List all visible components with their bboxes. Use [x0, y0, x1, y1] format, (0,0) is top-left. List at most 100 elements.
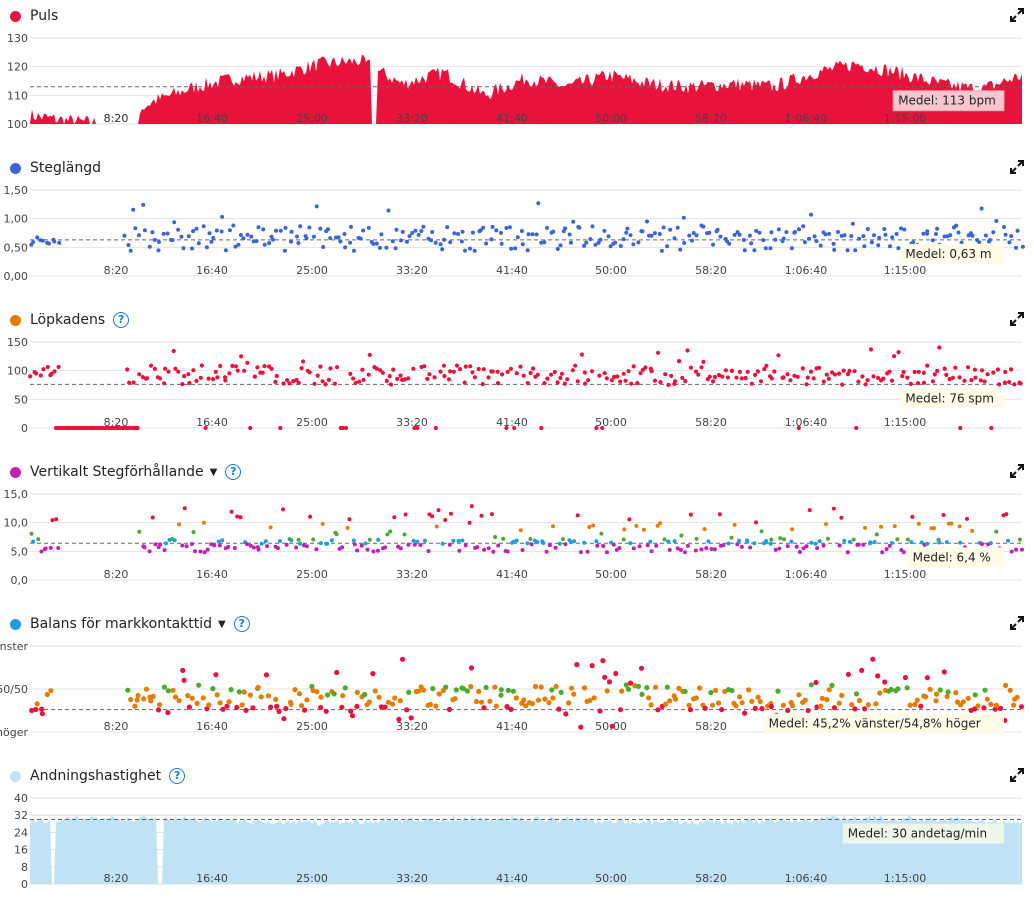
- data-point: [260, 370, 265, 375]
- dropdown-caret-icon[interactable]: ▼: [218, 618, 226, 630]
- data-point: [256, 225, 261, 230]
- data-point: [456, 232, 460, 236]
- data-point: [932, 372, 937, 377]
- data-point: [863, 382, 868, 387]
- data-point: [916, 521, 921, 526]
- help-icon[interactable]: ?: [225, 464, 242, 480]
- data-point: [915, 381, 921, 386]
- data-point: [454, 363, 460, 368]
- data-point: [190, 246, 194, 251]
- data-point: [505, 687, 511, 693]
- expand-icon[interactable]: [1010, 160, 1024, 174]
- data-point: [685, 543, 690, 548]
- data-point: [196, 241, 201, 246]
- data-point: [571, 691, 577, 697]
- data-point: [587, 525, 592, 529]
- data-point: [629, 381, 634, 386]
- data-point: [604, 688, 610, 694]
- data-point: [892, 354, 897, 359]
- data-point: [807, 508, 812, 513]
- help-icon[interactable]: ?: [113, 312, 130, 328]
- data-point: [209, 239, 214, 244]
- data-point: [312, 381, 317, 386]
- data-point: [680, 375, 685, 380]
- data-point: [977, 240, 982, 245]
- expand-icon[interactable]: [1010, 8, 1024, 22]
- data-point: [363, 541, 368, 546]
- data-point: [535, 372, 540, 377]
- data-point: [556, 706, 562, 712]
- data-point: [287, 381, 292, 386]
- data-point: [615, 374, 620, 379]
- data-point: [809, 540, 814, 545]
- data-point: [702, 527, 707, 532]
- data-point: [789, 703, 796, 709]
- data-point: [352, 542, 357, 547]
- data-point: [374, 241, 379, 246]
- panel-header: Vertikalt Stegförhållande ▼ ?: [10, 460, 242, 484]
- data-point: [579, 550, 583, 555]
- data-point: [445, 225, 450, 230]
- data-point: [902, 227, 907, 232]
- expand-icon[interactable]: [1010, 616, 1024, 630]
- data-point: [457, 548, 462, 553]
- data-point: [449, 511, 453, 516]
- expand-icon[interactable]: [1010, 768, 1024, 782]
- data-point: [318, 364, 323, 369]
- data-point: [737, 232, 742, 237]
- data-point: [345, 525, 350, 530]
- data-point: [853, 248, 858, 253]
- data-point: [602, 228, 607, 233]
- data-point: [890, 235, 895, 240]
- data-point: [326, 227, 330, 232]
- data-point: [805, 375, 810, 380]
- y-tick-label: 60% höger: [0, 726, 28, 739]
- data-point: [213, 672, 219, 678]
- data-point: [682, 241, 687, 245]
- expand-icon[interactable]: [1010, 312, 1024, 326]
- data-point: [983, 233, 988, 238]
- data-point: [425, 376, 430, 381]
- data-point: [499, 230, 503, 235]
- data-point: [155, 707, 162, 713]
- data-point: [872, 540, 877, 544]
- data-point: [52, 239, 57, 244]
- data-point: [245, 360, 250, 365]
- data-point: [255, 684, 261, 690]
- panel-header: Steglängd: [10, 156, 101, 180]
- chart-balans: 60% höger 50/50 60% vänster 8:20 16:40 25:00 3…: [0, 640, 1025, 739]
- data-point: [769, 230, 774, 235]
- data-point: [638, 371, 643, 376]
- help-icon[interactable]: ?: [169, 768, 186, 784]
- data-point: [950, 375, 955, 380]
- data-point: [210, 377, 216, 382]
- data-point: [752, 705, 758, 711]
- data-point: [459, 239, 464, 244]
- data-point: [975, 703, 981, 709]
- data-point: [542, 381, 547, 386]
- expand-icon[interactable]: [1010, 464, 1024, 478]
- data-point: [953, 690, 959, 696]
- data-point: [759, 706, 765, 712]
- data-point: [259, 541, 264, 546]
- data-point: [299, 366, 304, 371]
- dropdown-caret-icon[interactable]: ▼: [209, 466, 218, 478]
- panel-title: Andningshastighet: [30, 768, 162, 784]
- data-point: [186, 234, 191, 239]
- data-point: [349, 224, 353, 229]
- mean-label: Medel: 113 bpm: [898, 94, 996, 108]
- data-point: [997, 382, 1002, 387]
- data-point: [558, 375, 563, 380]
- data-point: [351, 538, 356, 543]
- data-point: [314, 547, 319, 552]
- data-point: [909, 540, 914, 545]
- data-point: [904, 685, 910, 691]
- data-point: [487, 698, 493, 704]
- y-tick-label: 10,0: [4, 517, 29, 530]
- data-point: [318, 704, 324, 711]
- y-tick-label: 60% vänster: [0, 640, 28, 653]
- data-point: [664, 684, 670, 690]
- data-point: [137, 233, 141, 238]
- data-point: [391, 367, 396, 372]
- help-icon[interactable]: ?: [233, 616, 250, 632]
